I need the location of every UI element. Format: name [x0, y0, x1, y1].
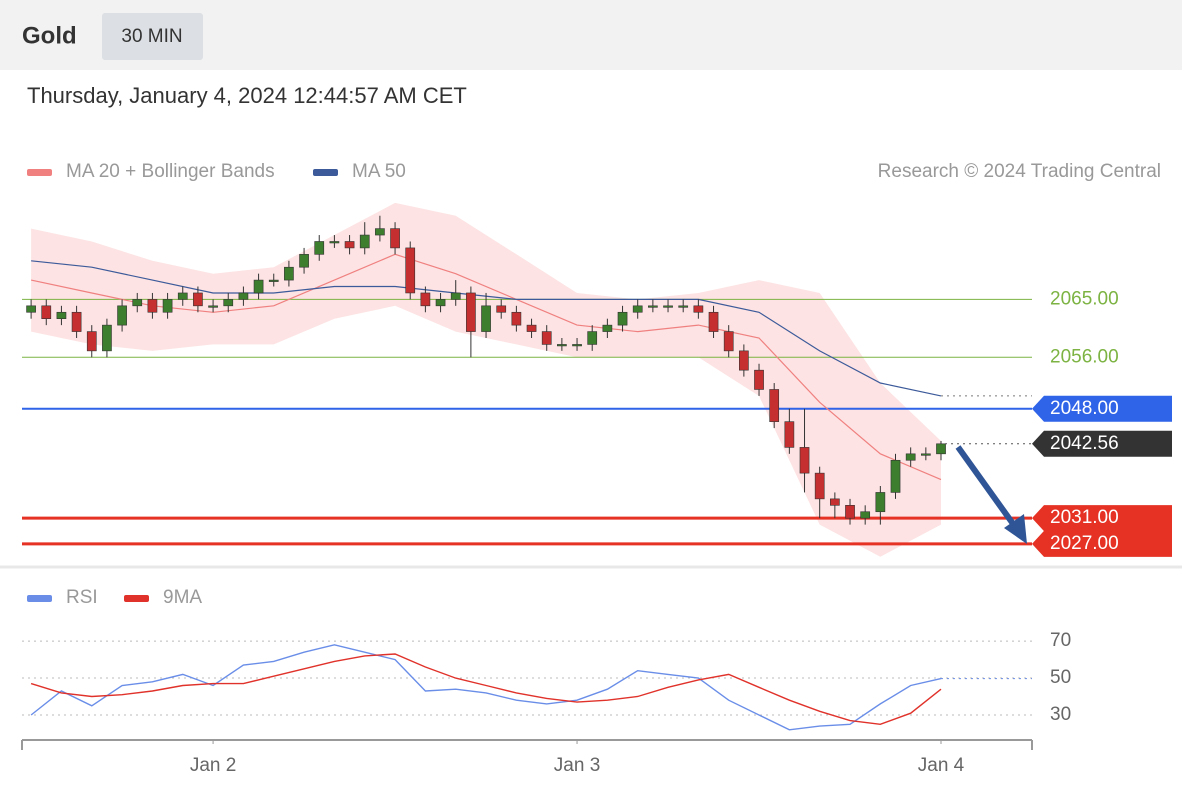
candle-body: [936, 443, 946, 455]
legend-swatch: [27, 595, 52, 602]
legend-label: 9MA: [163, 587, 202, 608]
candle-body: [678, 305, 689, 308]
rsi-panel: RSI 9MA 30 50 70 Jan 2 Jan 3 Jan 4: [21, 587, 1071, 776]
candle-body: [147, 299, 158, 313]
last-price-label: 2042.56: [1050, 433, 1119, 454]
candle-body: [693, 305, 704, 313]
candle-body: [117, 305, 127, 326]
y-tick-label: 50: [1050, 667, 1071, 688]
candle-body: [496, 305, 507, 313]
candle-body: [132, 299, 143, 307]
candle-body: [769, 389, 780, 422]
level-tag: [1032, 505, 1172, 532]
level-label: 2027.00: [1050, 533, 1119, 554]
candle-body: [420, 292, 431, 307]
forecast-arrow: [955, 445, 1019, 530]
candle-body: [648, 305, 658, 308]
candle-body: [663, 305, 673, 308]
candle-body: [238, 292, 249, 300]
forecast-arrow-head: [1004, 514, 1027, 544]
level-label: 2065.00: [1050, 288, 1119, 309]
candle-body: [739, 350, 749, 371]
level-label: 2056.00: [1050, 346, 1119, 367]
legend-swatch: [313, 169, 338, 176]
candle-body: [541, 331, 552, 345]
y-tick-label: 30: [1050, 704, 1071, 725]
candle-body: [845, 505, 855, 519]
candle-body: [860, 511, 871, 519]
candle-body: [223, 299, 234, 307]
candle-body: [253, 279, 264, 294]
legend-swatch: [124, 595, 149, 602]
candle-body: [208, 305, 218, 308]
candle-body: [814, 472, 825, 500]
candle-body: [557, 344, 567, 347]
candle-body: [617, 311, 628, 326]
candle-body: [587, 331, 598, 345]
legend-swatch: [27, 169, 52, 176]
candle-body: [890, 459, 901, 493]
candle-body: [799, 447, 810, 474]
candle-body: [905, 453, 916, 461]
price-panel: MA 20 + Bollinger Bands MA 50 2065.00 2056.…: [22, 161, 1172, 557]
candle-body: [526, 324, 537, 332]
credit: Research © 2024 Trading Central: [878, 161, 1161, 182]
level-label: 2048.00: [1050, 398, 1119, 419]
y-tick-label: 70: [1050, 630, 1071, 651]
legend-label: MA 50: [352, 161, 406, 182]
last-price-tag: [1032, 430, 1172, 457]
candle-body: [481, 305, 491, 332]
level-label: 2031.00: [1050, 507, 1119, 528]
candle-body: [284, 266, 294, 281]
candle-body: [268, 279, 279, 282]
candle-body: [102, 324, 112, 352]
candle-body: [784, 421, 795, 448]
candle-body: [602, 324, 613, 332]
level-tag: [1032, 395, 1172, 422]
candle-body: [86, 331, 97, 352]
interval-label[interactable]: 30 MIN: [121, 26, 182, 47]
candle-body: [329, 241, 340, 244]
indicator-line: [30, 653, 942, 726]
candle-body: [299, 254, 309, 268]
candle-body: [162, 299, 173, 313]
candle-body: [71, 311, 82, 332]
candle-body: [572, 344, 582, 347]
candle-body: [405, 247, 416, 294]
legend-label: MA 20 + Bollinger Bands: [66, 161, 275, 182]
candle-body: [177, 292, 188, 300]
candle-body: [920, 453, 931, 456]
candle-body: [875, 492, 886, 513]
x-tick-label: Jan 2: [190, 755, 236, 776]
candle-body: [723, 331, 734, 352]
candle-body: [41, 305, 52, 319]
candle-body: [314, 241, 325, 255]
candle-body: [435, 299, 446, 307]
candle-body: [344, 241, 355, 249]
candle-body: [466, 292, 476, 332]
timestamp: Thursday, January 4, 2024 12:44:57 AM CE…: [27, 83, 467, 108]
level-tag: [1032, 530, 1172, 557]
candle-body: [390, 228, 400, 249]
interval-button[interactable]: [102, 13, 203, 60]
x-tick-label: Jan 3: [554, 755, 600, 776]
candle-body: [511, 311, 522, 326]
x-tick-label: Jan 4: [918, 755, 965, 776]
candle-body: [830, 498, 840, 506]
candle-body: [26, 305, 36, 313]
candle-body: [56, 311, 67, 319]
candle-body: [708, 311, 719, 332]
legend-label: RSI: [66, 587, 98, 608]
candle-body: [754, 369, 764, 390]
instrument-title: Gold: [22, 22, 77, 49]
candle-body: [450, 292, 461, 300]
candle-body: [193, 292, 203, 307]
candle-body: [375, 228, 385, 236]
candle-body: [632, 305, 643, 313]
indicator-line: [30, 644, 942, 731]
candle-body: [359, 234, 370, 249]
moving-average: [30, 253, 942, 481]
